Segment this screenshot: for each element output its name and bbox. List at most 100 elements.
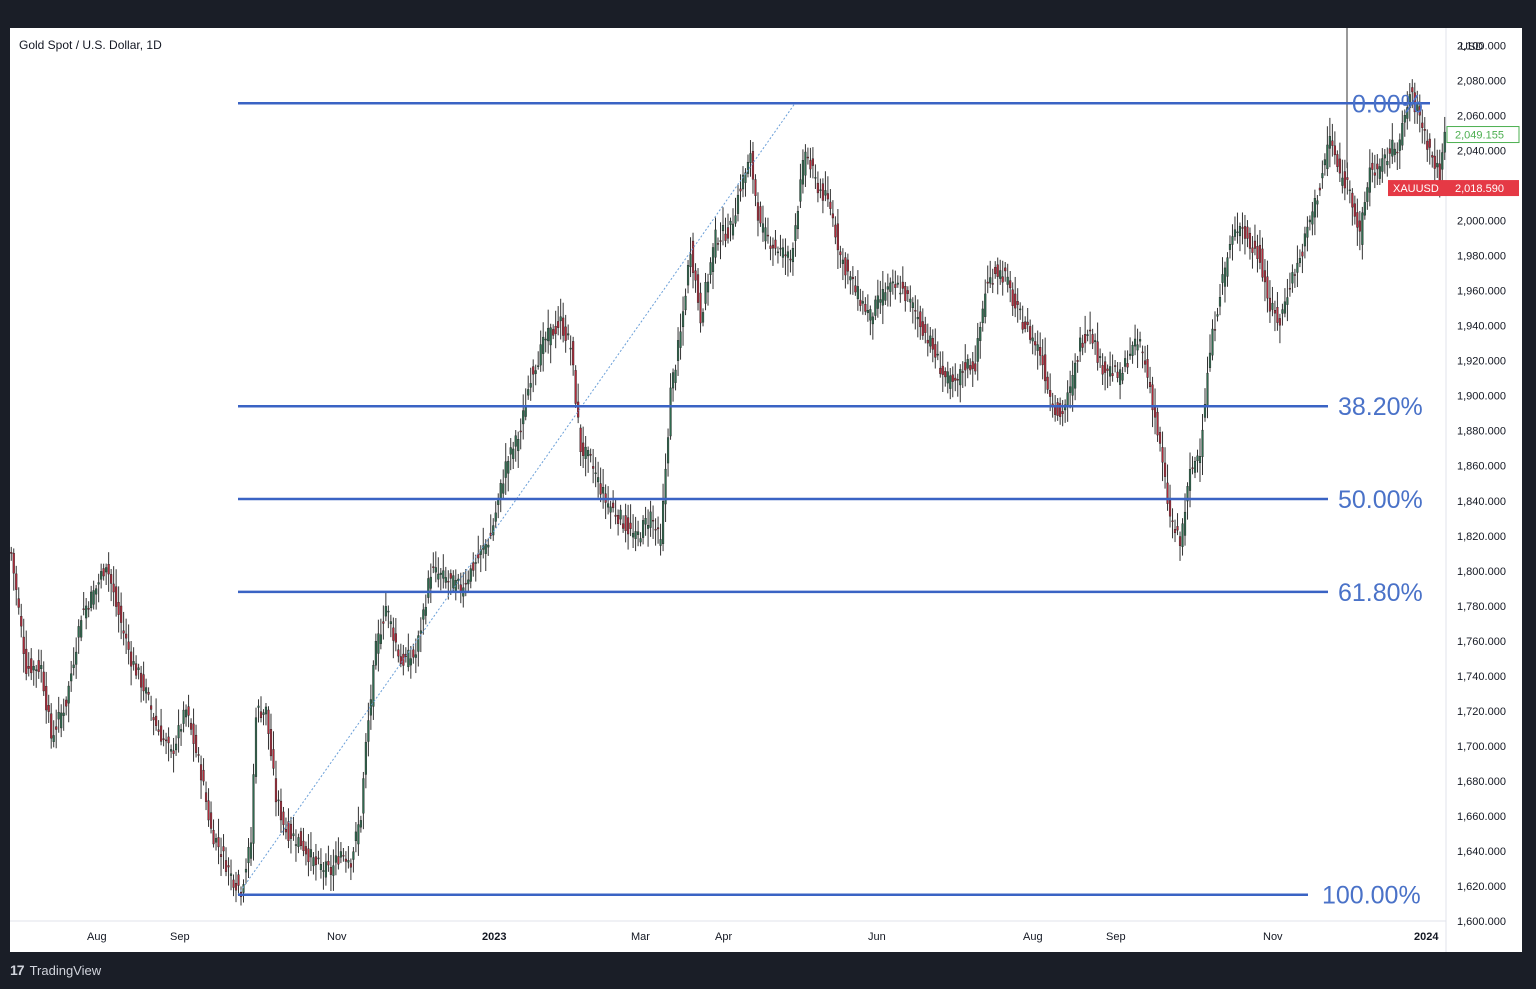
candle: [1441, 143, 1444, 181]
candle-body: [15, 573, 18, 590]
candle-body: [282, 811, 285, 825]
candle-body: [1316, 200, 1319, 205]
candle-body: [1201, 429, 1204, 457]
candle-body: [187, 706, 190, 716]
candle-body: [1014, 293, 1017, 309]
candle: [1134, 324, 1137, 356]
candle-body: [1119, 369, 1122, 385]
candle: [529, 367, 532, 401]
candle-body: [554, 325, 557, 334]
candle: [297, 833, 300, 854]
candle-body: [142, 674, 145, 692]
candle-body: [689, 254, 692, 268]
candle-body: [1258, 244, 1262, 263]
candle-body: [607, 503, 610, 508]
candle: [966, 354, 969, 379]
candle-body: [1084, 334, 1087, 344]
candle-body: [587, 450, 590, 457]
candle: [1378, 158, 1381, 186]
candle-body: [864, 304, 867, 312]
candle-body: [192, 723, 195, 744]
candle-body: [252, 774, 255, 844]
candle: [409, 645, 412, 679]
candle: [1398, 133, 1401, 170]
candle-body: [769, 245, 772, 249]
candle-body: [524, 407, 527, 417]
candle: [609, 500, 612, 529]
x-tick-label: Sep: [1106, 931, 1126, 943]
candle-body: [504, 461, 507, 478]
candle: [492, 518, 495, 541]
candle: [1186, 482, 1189, 520]
candle-body: [597, 477, 600, 483]
candle-body: [157, 729, 160, 732]
candle: [1148, 366, 1152, 394]
candle-body: [347, 860, 350, 863]
candle: [224, 847, 228, 877]
candle-body: [170, 749, 173, 752]
candle: [674, 364, 677, 391]
candle-body: [1049, 390, 1052, 397]
candle-body: [539, 344, 542, 366]
candle-body: [1311, 211, 1314, 225]
candle: [597, 461, 600, 498]
candle-body: [1006, 276, 1009, 285]
candle-body: [1156, 411, 1159, 436]
candle: [332, 849, 335, 891]
candle-body: [637, 531, 640, 535]
price-chart[interactable]: USD 1,600.000 1,620.000 1,640.000 1,660.000 1…: [10, 28, 1522, 952]
candle: [394, 618, 397, 652]
candle-body: [884, 292, 887, 301]
candle-body: [829, 201, 832, 209]
candle: [1261, 237, 1264, 282]
candle-body: [959, 369, 962, 386]
candle: [1086, 329, 1089, 342]
candle: [1024, 316, 1027, 333]
candle-body: [165, 739, 168, 742]
brand-name: TradingView: [29, 962, 102, 978]
candle: [1158, 426, 1162, 452]
candle-body: [831, 213, 834, 219]
candle-body: [304, 846, 308, 855]
candle-body: [424, 606, 427, 616]
candle: [524, 388, 527, 421]
candle: [1288, 272, 1291, 297]
candle-body: [1096, 341, 1099, 363]
candle: [594, 457, 597, 488]
candle-body: [1401, 123, 1404, 146]
candle-body: [729, 220, 732, 225]
candle: [954, 363, 957, 392]
candle-body: [579, 427, 582, 453]
candle-body: [447, 580, 450, 583]
candle-body: [409, 658, 412, 666]
x-tick-label: Aug: [1023, 931, 1043, 943]
candle-body: [1076, 360, 1079, 362]
candle: [794, 213, 797, 257]
candle-body: [939, 367, 942, 374]
candle-body: [706, 281, 710, 293]
candle-body: [776, 251, 780, 254]
candle: [899, 275, 902, 303]
candle-body: [844, 257, 847, 276]
x-tick-label: Apr: [715, 931, 732, 943]
candle: [701, 308, 705, 327]
candle: [519, 418, 522, 450]
candle-body: [1188, 469, 1192, 491]
candle: [249, 827, 253, 866]
candle-body: [741, 174, 745, 190]
candle: [771, 237, 775, 266]
chart-frame[interactable]: USD 1,600.000 1,620.000 1,640.000 1,660.000 1…: [10, 28, 1522, 952]
candle: [1286, 278, 1289, 322]
candle-body: [140, 672, 143, 688]
candle: [602, 468, 605, 509]
candle-body: [1151, 384, 1154, 411]
candle: [744, 168, 747, 197]
candle: [1401, 110, 1404, 151]
candle-body: [297, 837, 300, 847]
candle: [1091, 328, 1094, 350]
candle: [557, 306, 560, 336]
candle-body: [1283, 301, 1286, 314]
candle: [639, 532, 642, 547]
candle: [1381, 148, 1384, 183]
candle: [1421, 109, 1424, 144]
